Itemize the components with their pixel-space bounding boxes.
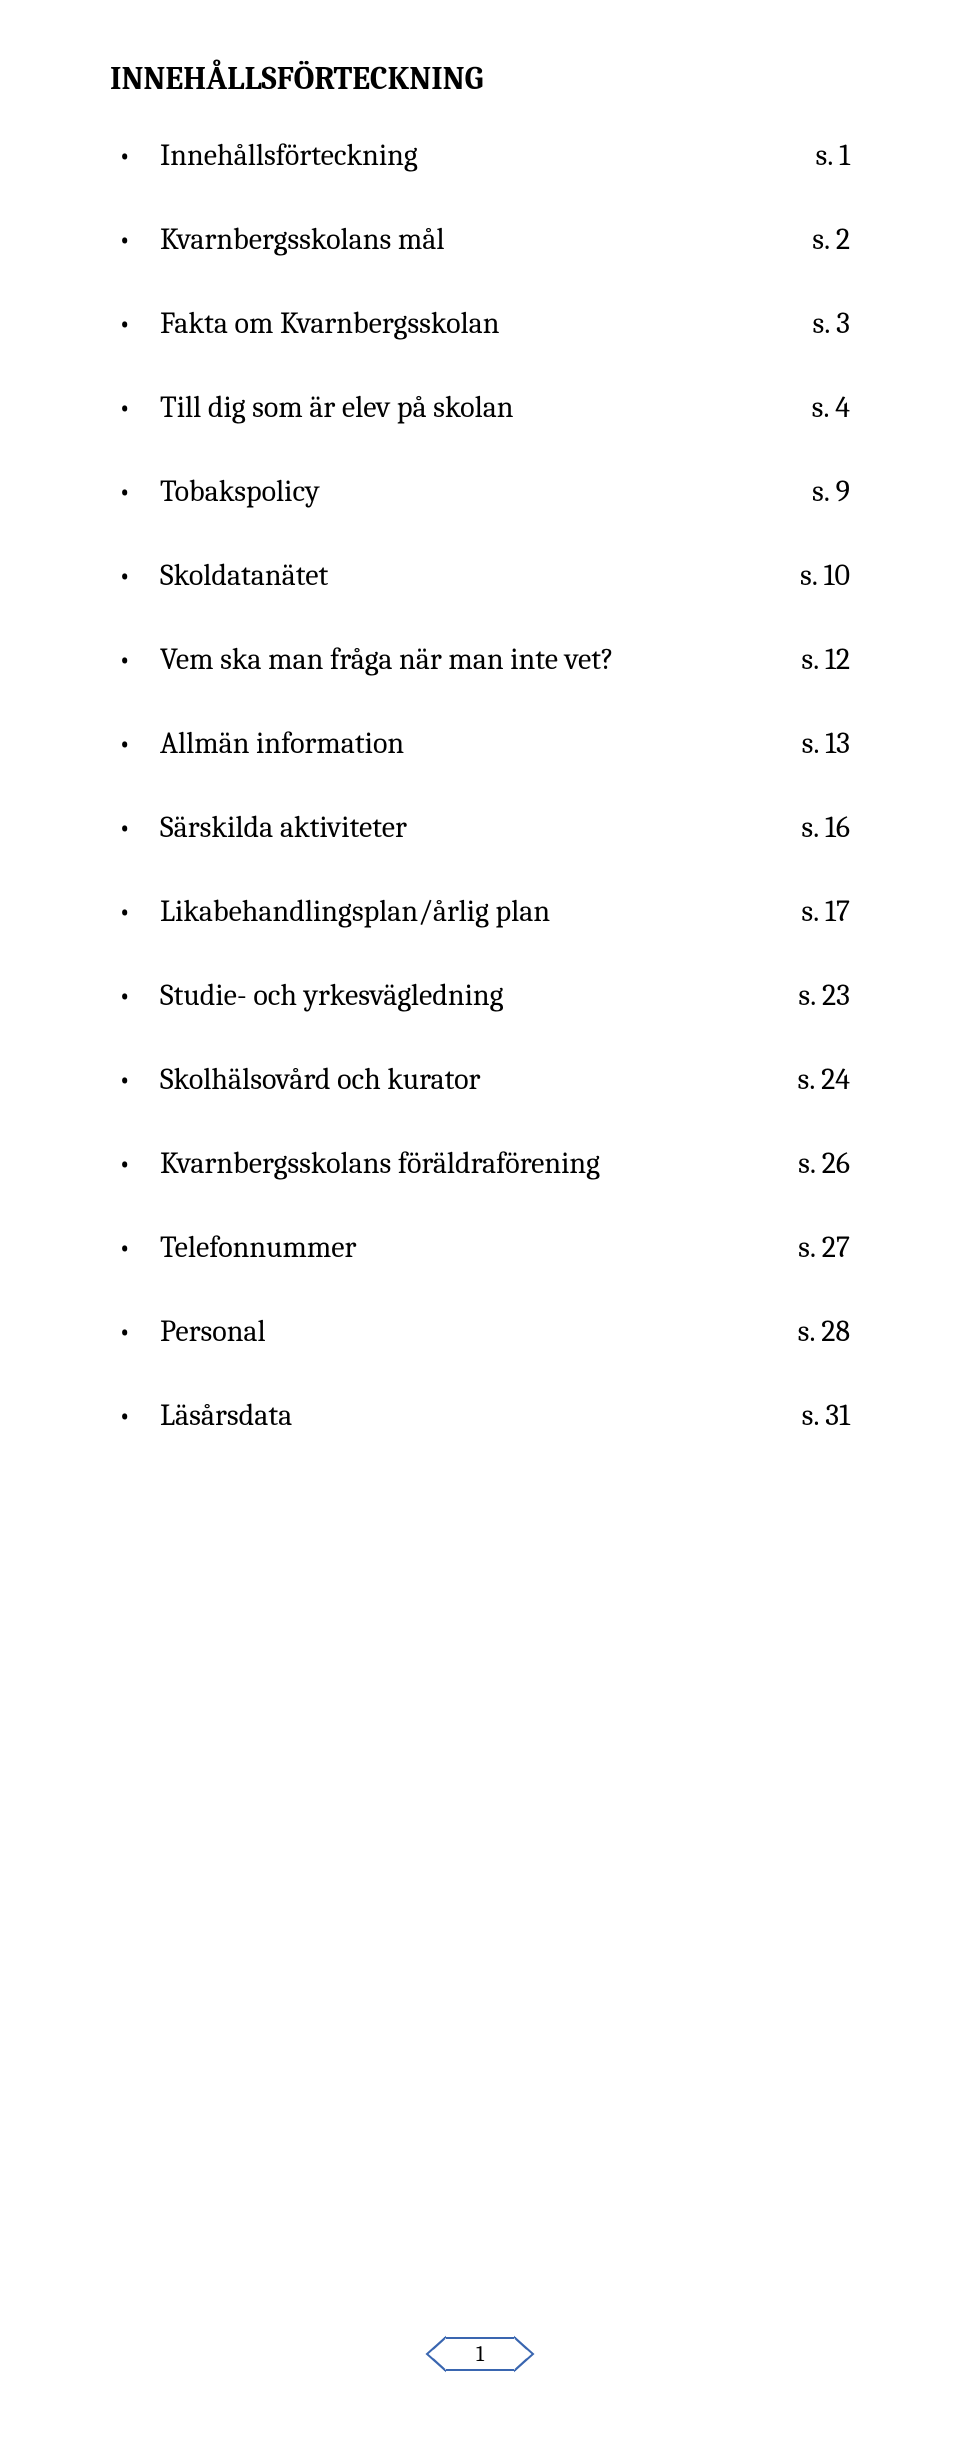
page-number-banner: 1 (425, 2326, 535, 2382)
toc-item: Personal s. 28 (110, 1314, 850, 1350)
toc-item: Skolhälsovård och kurator s. 24 (110, 1062, 850, 1098)
toc-item-label: Studie- och yrkesvägledning (160, 978, 503, 1014)
table-of-contents: Innehållsförteckning s. 1 Kvarnbergsskol… (110, 138, 850, 1434)
toc-item-label: Fakta om Kvarnbergsskolan (160, 306, 499, 342)
toc-item-page: s. 27 (778, 1230, 850, 1266)
toc-item: Kvarnbergsskolans mål s. 2 (110, 222, 850, 258)
toc-item: Särskilda aktiviteter s. 16 (110, 810, 850, 846)
toc-item: Likabehandlingsplan/årlig plan s. 17 (110, 894, 850, 930)
toc-item-page: s. 24 (777, 1062, 850, 1098)
toc-item-page: s. 1 (796, 138, 851, 174)
toc-item: Skoldatanätet s. 10 (110, 558, 850, 594)
toc-item: Telefonnummer s. 27 (110, 1230, 850, 1266)
toc-item-page: s. 9 (792, 474, 850, 510)
toc-item-label: Särskilda aktiviteter (160, 810, 407, 846)
toc-item: Allmän information s. 13 (110, 726, 850, 762)
toc-item-label: Skolhälsovård och kurator (160, 1062, 480, 1098)
page-number: 1 (425, 2326, 535, 2382)
toc-item: Fakta om Kvarnbergsskolan s. 3 (110, 306, 850, 342)
toc-item-label: Likabehandlingsplan/årlig plan (160, 894, 550, 930)
toc-item-page: s. 2 (792, 222, 850, 258)
toc-item-label: Telefonnummer (160, 1230, 356, 1266)
document-page: INNEHÅLLSFÖRTECKNING Innehållsförtecknin… (0, 0, 960, 2452)
toc-item-label: Skoldatanätet (160, 558, 328, 594)
toc-item-page: s. 4 (792, 390, 850, 426)
toc-item-page: s. 3 (793, 306, 850, 342)
page-title: INNEHÅLLSFÖRTECKNING (110, 60, 850, 98)
toc-item-label: Vem ska man fråga när man inte vet? (160, 642, 614, 678)
toc-item-page: s. 10 (780, 558, 850, 594)
toc-item: Till dig som är elev på skolan s. 4 (110, 390, 850, 426)
toc-item-page: s. 12 (781, 642, 850, 678)
toc-item-label: Läsårsdata (160, 1398, 292, 1434)
toc-item-page: s. 31 (782, 1398, 850, 1434)
toc-item: Kvarnbergsskolans föräldraförening s. 26 (110, 1146, 850, 1182)
toc-item-page: s. 16 (781, 810, 850, 846)
toc-item-label: Tobakspolicy (160, 474, 320, 510)
toc-item: Läsårsdata s. 31 (110, 1398, 850, 1434)
toc-item-page: s. 13 (782, 726, 850, 762)
toc-item: Innehållsförteckning s. 1 (110, 138, 850, 174)
toc-item-label: Innehållsförteckning (160, 138, 418, 174)
toc-item: Studie- och yrkesvägledning s. 23 (110, 978, 850, 1014)
toc-item-page: s. 28 (778, 1314, 850, 1350)
toc-item-page: s. 23 (778, 978, 850, 1014)
toc-item-label: Kvarnbergsskolans föräldraförening (160, 1146, 600, 1182)
toc-item-page: s. 26 (778, 1146, 850, 1182)
toc-item-label: Kvarnbergsskolans mål (160, 222, 445, 258)
toc-item-label: Allmän information (160, 726, 404, 762)
toc-item: Vem ska man fråga när man inte vet? s. 1… (110, 642, 850, 678)
toc-item-label: Till dig som är elev på skolan (160, 390, 514, 426)
toc-item-page: s. 17 (781, 894, 850, 930)
toc-item-label: Personal (160, 1314, 266, 1350)
toc-item: Tobakspolicy s. 9 (110, 474, 850, 510)
